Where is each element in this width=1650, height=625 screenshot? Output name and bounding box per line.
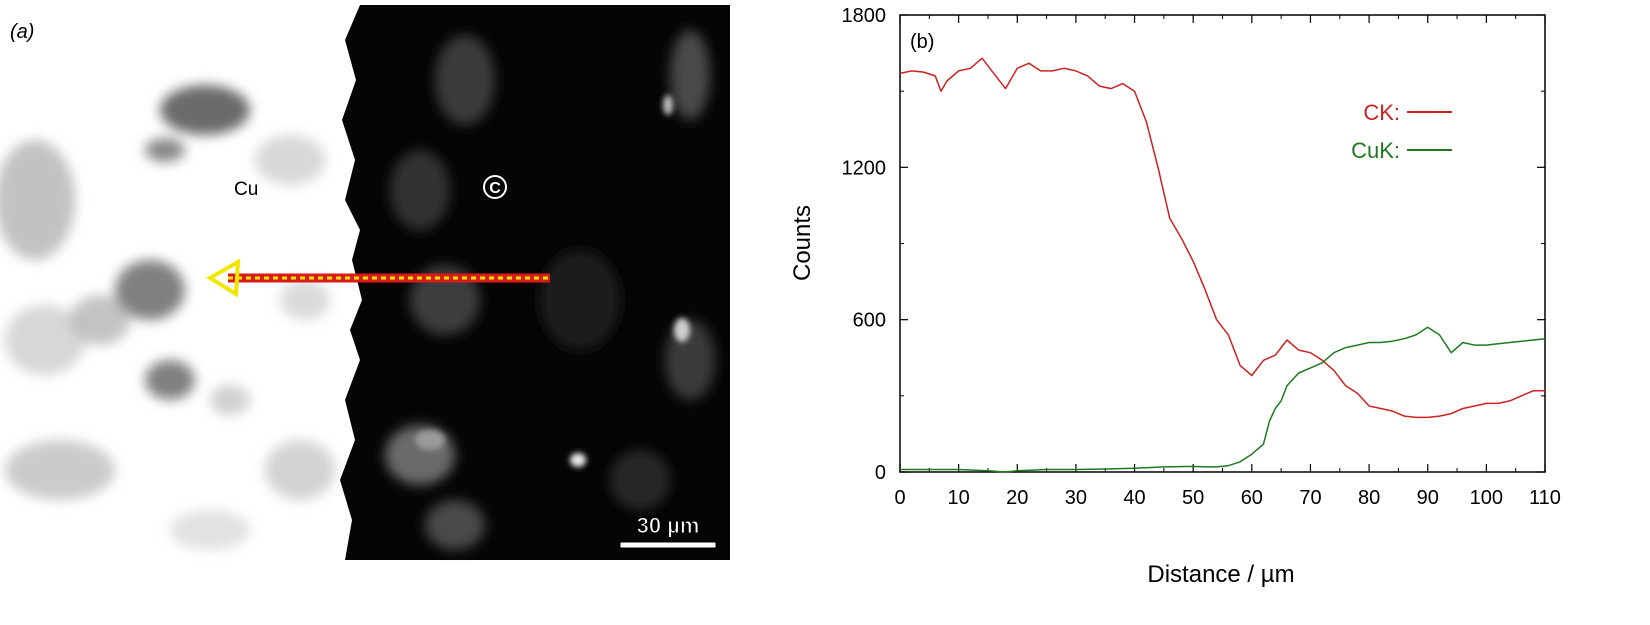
x-tick-label: 40 [1123,487,1145,509]
x-tick-label: 10 [948,487,970,509]
eds-map-svg: (a) Cu C 30 µm [0,5,730,560]
line-scan-chart: 0 10 20 30 40 50 60 70 80 90 100 110 0 600 1200 1800 CK… [789,5,1561,588]
carbon-label-ring [483,175,507,199]
series-line-ck [899,57,1545,419]
y-tick-label: 1200 [842,157,887,179]
x-tick-label: 100 [1470,487,1503,509]
x-tick-label: 0 [894,487,905,509]
panel-b-label: (b) [910,31,934,53]
carbon-bright-spots [415,95,690,467]
legend: CK: CuK: [1351,100,1452,163]
axes-layer: 0 10 20 30 40 50 60 70 80 90 100 110 0 600 1200 1800 [842,5,1561,509]
scan-arrow-head [206,258,241,298]
panel-a-eds-map: (a) Cu C 30 µm [0,0,780,620]
x-tick-label: 60 [1241,487,1263,509]
x-tick-label: 50 [1182,487,1204,509]
x-tick-label: 90 [1417,487,1439,509]
panel-b-chart: 0 10 20 30 40 50 60 70 80 90 100 110 0 600 1200 1800 CK… [780,0,1650,620]
y-tick-label: 0 [875,462,886,484]
x-axis-label: Distance / µm [1147,561,1294,588]
y-tick-label: 1800 [842,5,887,27]
plot-frame [899,14,1546,473]
cu-label: Cu [234,179,258,200]
x-tick-label: 70 [1299,487,1321,509]
x-tick-label: 30 [1065,487,1087,509]
y-tick-label: 600 [853,310,886,332]
legend-label: CuK: [1351,138,1400,163]
x-tick-label: 110 [1529,487,1561,509]
scale-bar [619,541,717,549]
scale-bar-label: 30 µm [637,513,700,538]
cu-texture [0,85,335,550]
x-tick-label: 80 [1358,487,1380,509]
x-tick-label: 20 [1006,487,1028,509]
legend-label: CK: [1363,100,1400,125]
panel-a-label: (a) [10,21,34,43]
series-line-cuk [900,326,1546,473]
carbon-label: C [489,180,501,197]
y-axis-label: Counts [789,205,816,281]
series-layer [899,57,1546,473]
